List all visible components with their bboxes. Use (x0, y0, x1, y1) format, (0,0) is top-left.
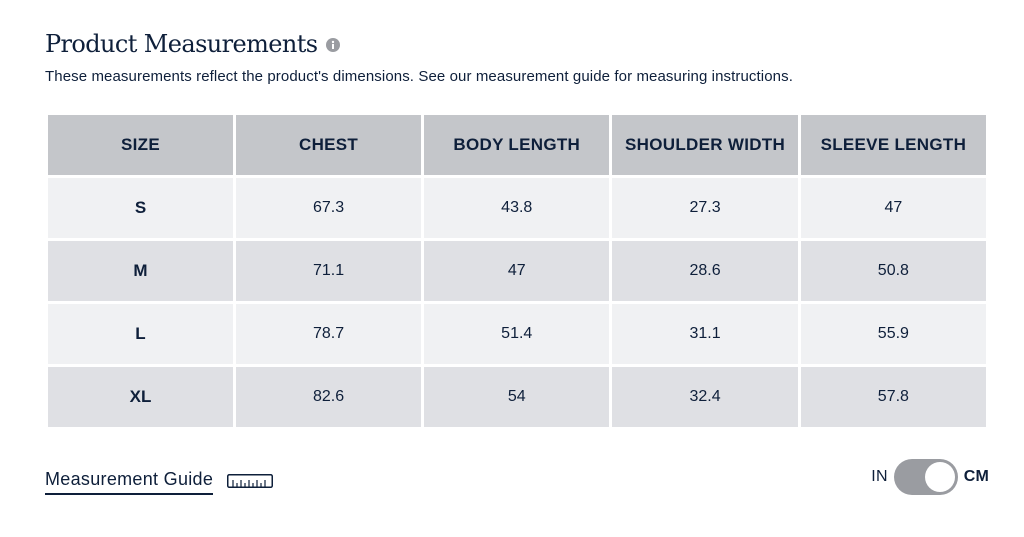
ruler-icon[interactable] (227, 473, 274, 488)
info-icon[interactable] (325, 38, 340, 52)
size-cell: XL (48, 367, 233, 427)
table-row: S 67.3 43.8 27.3 47 (48, 178, 986, 238)
size-cell: L (48, 304, 233, 364)
title-row: Product Measurements (45, 28, 340, 60)
shoulder-width-cell: 27.3 (612, 178, 798, 238)
sleeve-length-cell: 55.9 (800, 304, 986, 364)
page-subtitle: These measurements reflect the product's… (45, 68, 793, 85)
body-length-cell: 51.4 (424, 304, 610, 364)
chest-cell: 78.7 (236, 304, 422, 364)
chest-cell: 71.1 (236, 241, 422, 301)
shoulder-width-cell: 32.4 (612, 367, 798, 427)
table-row: M 71.1 47 28.6 50.8 (48, 241, 986, 301)
size-cell: S (48, 178, 233, 238)
shoulder-width-cell: 31.1 (612, 304, 798, 364)
table-header-row: SIZE CHEST BODY LENGTH SHOULDER WIDTH SL… (48, 115, 986, 175)
measurement-guide-label[interactable]: Measurement Guide (45, 466, 214, 495)
body-length-cell: 43.8 (424, 178, 610, 238)
measurement-guide-link[interactable]: Measurement Guide (45, 466, 274, 495)
column-header-sleeve-length: SLEEVE LENGTH (800, 115, 986, 175)
page-title: Product Measurements (45, 30, 318, 58)
table-row: XL 82.6 54 32.4 57.8 (48, 367, 986, 427)
sleeve-length-cell: 47 (800, 178, 986, 238)
unit-toggle: IN CM (871, 459, 989, 495)
column-header-size: SIZE (48, 115, 233, 175)
column-header-body-length: BODY LENGTH (424, 115, 610, 175)
unit-switch[interactable] (893, 459, 958, 495)
table-row: L 78.7 51.4 31.1 55.9 (48, 304, 986, 364)
sleeve-length-cell: 57.8 (800, 367, 986, 427)
sleeve-length-cell: 50.8 (800, 241, 986, 301)
column-header-shoulder-width: SHOULDER WIDTH (612, 115, 798, 175)
shoulder-width-cell: 28.6 (612, 241, 798, 301)
body-length-cell: 47 (424, 241, 610, 301)
size-cell: M (48, 241, 233, 301)
unit-switch-knob[interactable] (924, 462, 955, 492)
unit-label-cm[interactable]: CM (963, 468, 989, 485)
body-length-cell: 54 (424, 367, 610, 427)
chest-cell: 67.3 (236, 178, 422, 238)
unit-label-in[interactable]: IN (871, 468, 888, 485)
column-header-chest: CHEST (236, 115, 422, 175)
measurements-table: SIZE CHEST BODY LENGTH SHOULDER WIDTH SL… (45, 112, 989, 430)
chest-cell: 82.6 (236, 367, 422, 427)
